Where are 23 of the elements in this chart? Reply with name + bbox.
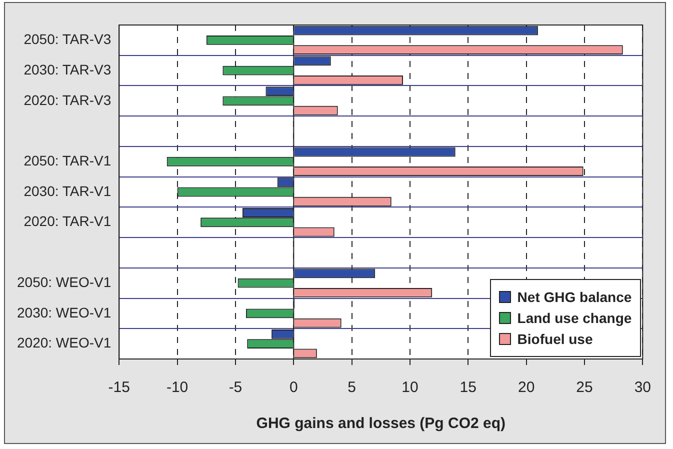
x-tick-label: 15 bbox=[460, 379, 476, 396]
x-axis-title: GHG gains and losses (Pg CO2 eq) bbox=[256, 415, 506, 432]
x-tick-label: -5 bbox=[228, 379, 242, 396]
y-tick-label: 2030: TAR-V1 bbox=[24, 182, 112, 199]
legend-label: Net GHG balance bbox=[517, 289, 632, 305]
x-tick-label: 30 bbox=[634, 379, 651, 396]
x-tick-label: -15 bbox=[108, 379, 130, 396]
x-tick-label: 20 bbox=[518, 379, 535, 396]
y-tick-label: 2020: WEO-V1 bbox=[16, 334, 112, 351]
y-tick-label: 2020: TAR-V3 bbox=[24, 92, 112, 108]
y-tick-label: 2030: TAR-V3 bbox=[24, 61, 112, 78]
legend-label: Biofuel use bbox=[517, 331, 593, 347]
x-tick-label: 5 bbox=[348, 379, 356, 396]
y-tick-label: 2020: TAR-V1 bbox=[24, 213, 112, 230]
y-tick-label: 2030: WEO-V1 bbox=[16, 304, 112, 320]
y-tick-label: 2050: TAR-V1 bbox=[24, 152, 112, 168]
y-tick-label: 2050: WEO-V1 bbox=[16, 274, 112, 290]
y-tick-label: 2050: TAR-V3 bbox=[24, 31, 112, 48]
legend-label: Land use change bbox=[517, 310, 632, 326]
x-tick-label: 25 bbox=[576, 379, 593, 396]
x-tick-label: -10 bbox=[166, 379, 188, 396]
x-tick-label: 10 bbox=[402, 379, 418, 396]
x-tick-label: 0 bbox=[289, 379, 298, 396]
